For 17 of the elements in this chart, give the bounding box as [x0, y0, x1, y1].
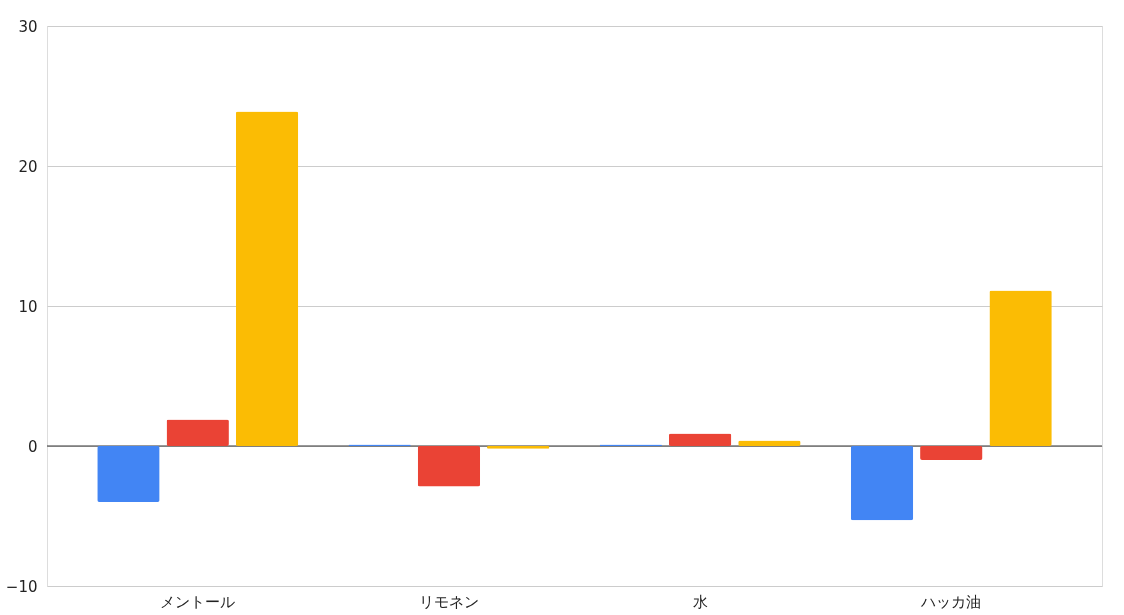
y-tick-label: 30 [18, 17, 38, 36]
bar [97, 446, 160, 502]
x-tick-label: リモネン [418, 592, 479, 611]
y-tick-label: 0 [27, 437, 38, 456]
y-tick-label: 10 [18, 297, 38, 316]
x-tick-label: ハッカ油 [920, 592, 982, 611]
x-tick-label: メントール [160, 592, 236, 611]
x-tick-label: 水 [692, 592, 708, 611]
bar [989, 290, 1052, 446]
bar [850, 446, 914, 521]
bar [920, 446, 983, 460]
bar [235, 111, 299, 446]
bar [417, 446, 481, 487]
y-tick-label: −10 [5, 577, 38, 596]
y-tick-label: 20 [18, 157, 38, 176]
bar [166, 419, 229, 446]
bar [668, 433, 732, 446]
